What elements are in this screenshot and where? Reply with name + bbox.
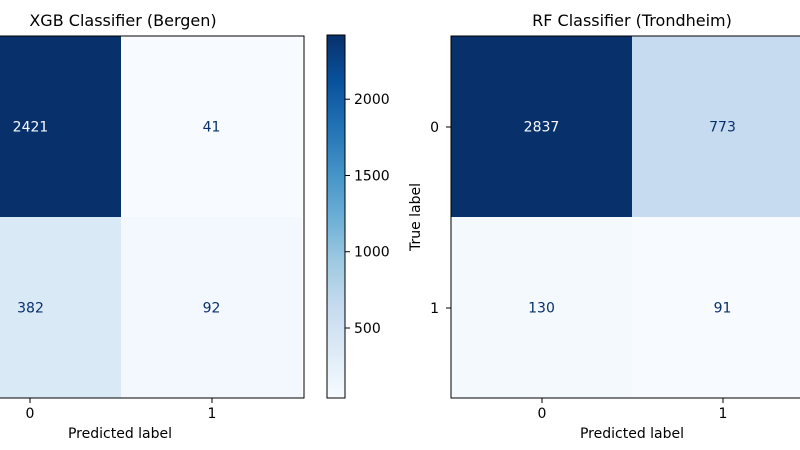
xgb-cell-0-0 xyxy=(0,36,121,217)
colorbar-tick-label-1: 1000 xyxy=(354,245,390,261)
xgb-xtick-1: 1 xyxy=(208,406,217,422)
rf-panel: RF Classifier (Trondheim) 2837 773 130 91 0… xyxy=(408,11,800,442)
rf-ytick-1: 1 xyxy=(430,301,439,317)
rf-ytick-0: 0 xyxy=(430,120,439,136)
rf-ylabel: True label xyxy=(408,183,424,252)
rf-cell-1-0 xyxy=(451,217,632,398)
xgb-title: XGB Classifier (Bergen) xyxy=(29,11,216,30)
colorbar-gradient xyxy=(326,34,346,399)
xgb-cell-1-0 xyxy=(0,217,121,398)
rf-cell-label-0-1: 773 xyxy=(709,120,736,136)
colorbar-tick-label-0: 500 xyxy=(354,321,381,337)
colorbar: 500 1000 1500 2000 xyxy=(326,34,390,399)
xgb-xtick-0: 0 xyxy=(26,406,35,422)
rf-cell-label-1-0: 130 xyxy=(528,301,555,317)
xgb-cell-0-1 xyxy=(121,36,302,217)
xgb-xlabel: Predicted label xyxy=(68,426,172,442)
rf-cell-0-1 xyxy=(632,36,800,217)
rf-xlabel: Predicted label xyxy=(580,426,684,442)
rf-cell-label-0-0: 2837 xyxy=(524,120,560,136)
xgb-cell-label-1-1: 92 xyxy=(203,301,221,317)
xgb-cell-1-1 xyxy=(121,217,302,398)
rf-title: RF Classifier (Trondheim) xyxy=(532,11,732,30)
rf-frame xyxy=(450,35,800,399)
xgb-cells: 2421 41 382 92 xyxy=(0,36,302,398)
rf-cell-label-1-1: 91 xyxy=(714,301,732,317)
colorbar-tick-label-3: 2000 xyxy=(354,92,390,108)
colorbar-ticks: 500 1000 1500 2000 xyxy=(345,92,390,337)
xgb-cell-label-0-1: 41 xyxy=(203,120,221,136)
xgb-frame xyxy=(0,35,305,399)
xgb-cell-label-1-0: 382 xyxy=(17,301,44,317)
rf-xtick-1: 1 xyxy=(719,406,728,422)
colorbar-tick-label-2: 1500 xyxy=(354,168,390,184)
rf-xtick-0: 0 xyxy=(538,406,547,422)
xgb-cell-label-0-0: 2421 xyxy=(13,120,49,136)
rf-cell-0-0 xyxy=(451,36,632,217)
rf-cells: 2837 773 130 91 xyxy=(451,36,800,398)
rf-cell-1-1 xyxy=(632,217,800,398)
